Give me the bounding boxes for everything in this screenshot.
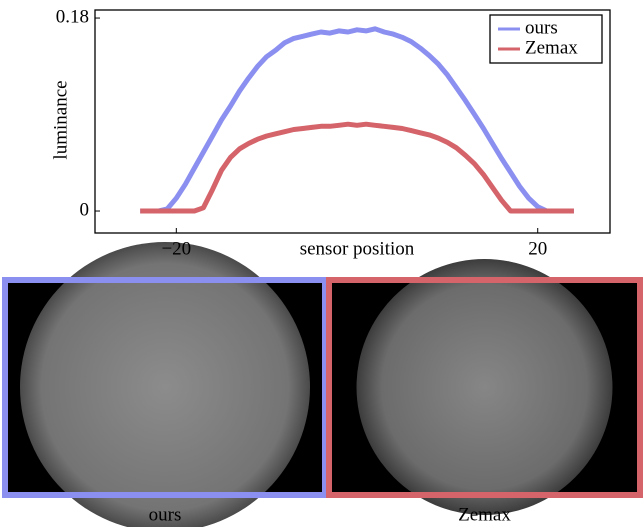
x-tick-label: 20: [528, 238, 547, 259]
image-caption: Zemax: [458, 504, 511, 525]
image-panels: ours Zemax: [5, 242, 640, 527]
image-disc: [357, 259, 613, 515]
page: {"chart_data": {"type": "line", "xlabel"…: [0, 0, 644, 527]
legend-label: ours: [525, 17, 558, 38]
legend-label: Zemax: [525, 37, 578, 58]
image-disc: [20, 242, 310, 527]
y-tick-label: 0.18: [56, 6, 89, 27]
figure: luminance sensor position oursZemax 00.1…: [0, 0, 644, 527]
x-tick-label: −20: [161, 238, 191, 259]
image-caption: ours: [149, 504, 182, 525]
x-axis-label: sensor position: [300, 238, 415, 259]
y-tick-label: 0: [80, 199, 90, 220]
y-axis-label: luminance: [50, 80, 71, 159]
